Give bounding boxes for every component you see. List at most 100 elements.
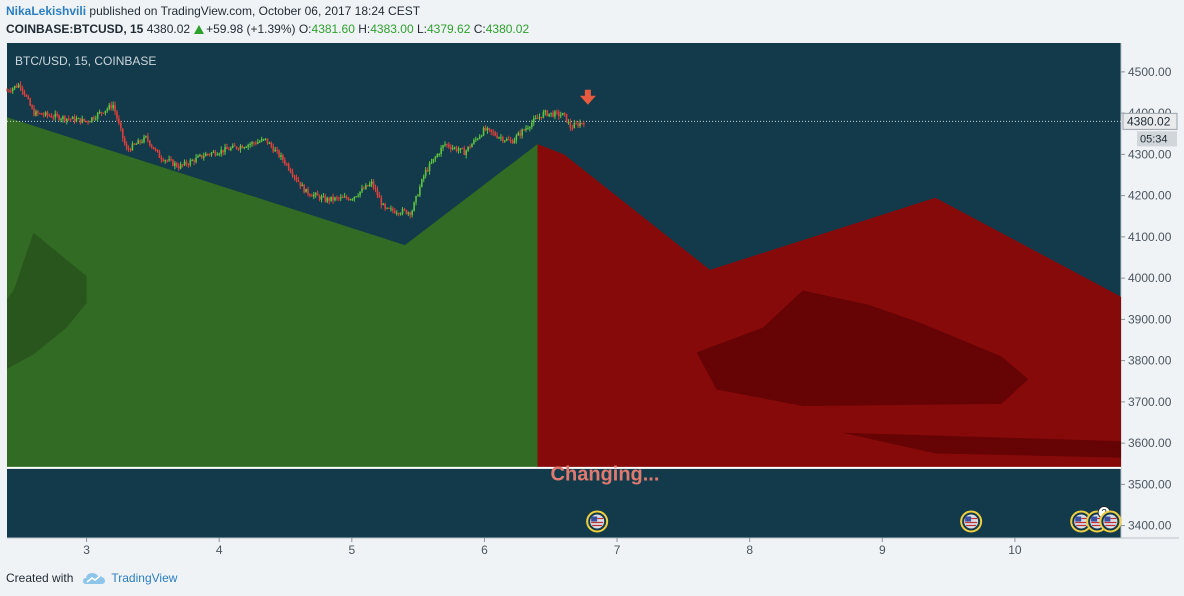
candle-body (583, 123, 585, 125)
candle-body (382, 203, 385, 205)
y-tick-label: 3700.00 (1128, 395, 1172, 409)
candle-body (459, 148, 462, 150)
candle-body (473, 140, 475, 144)
candle-body (226, 147, 228, 150)
flag-canton (1104, 516, 1111, 522)
candle-body (530, 122, 533, 128)
event-marker-icon[interactable] (960, 510, 983, 533)
candle-body (152, 146, 155, 150)
event-marker-icon[interactable] (1070, 510, 1093, 533)
candle-body (91, 117, 93, 122)
event-marker-icon[interactable] (586, 510, 609, 533)
event-marker-icon[interactable] (1099, 510, 1122, 533)
candle-body (174, 163, 176, 166)
candle-body (135, 143, 138, 145)
candle-body (361, 188, 363, 192)
candle-body (264, 138, 267, 140)
candle-body (147, 136, 149, 141)
x-tick-label: 6 (481, 543, 488, 557)
candle-body (260, 139, 263, 142)
candle-body (320, 196, 323, 200)
candle-body (475, 139, 477, 141)
author-name[interactable]: NikaLekishvili (6, 4, 87, 18)
candle-body (326, 197, 329, 202)
candle-body (112, 104, 114, 109)
candle-body (336, 197, 338, 199)
tradingview-link[interactable]: TradingView (111, 571, 178, 585)
candle-body (202, 156, 205, 158)
candle-body (108, 104, 111, 109)
candle-body (199, 154, 201, 156)
candle-body (11, 88, 14, 92)
publish-header: NikaLekishvili published on TradingView.… (6, 4, 420, 18)
candle-body (231, 145, 234, 148)
candle-body (556, 111, 558, 113)
candle-body (293, 175, 296, 178)
candle-body (455, 147, 458, 151)
price-chart[interactable]: BTC/USD, 15, COINBASEChanging...24500.00… (0, 40, 1184, 560)
candle-body (73, 116, 76, 122)
candle-body (509, 140, 512, 142)
candle-body (212, 151, 215, 153)
ticker-line: COINBASE:BTCUSD, 15 4380.02 +59.98 (+1.39… (6, 22, 529, 36)
x-tick-label: 7 (614, 543, 621, 557)
candle-body (19, 84, 22, 88)
candle-body (17, 84, 20, 88)
candle-body (291, 172, 294, 176)
candle-body (575, 123, 577, 125)
candle-body (224, 147, 226, 153)
candle-body (486, 128, 489, 131)
candle-body (359, 191, 361, 196)
candle-body (507, 139, 510, 141)
y-tick-label: 4500.00 (1128, 65, 1172, 79)
candle-body (384, 203, 386, 209)
candle-body (453, 147, 456, 149)
candle-body (25, 94, 28, 97)
candle-body (301, 184, 303, 187)
candle-body (461, 148, 464, 150)
candle-body (193, 160, 195, 162)
candle-body (150, 145, 153, 147)
candle-body (62, 116, 64, 120)
candle-body (411, 210, 413, 215)
candle-body (390, 208, 392, 210)
candle-body (316, 193, 319, 196)
candle-body (421, 179, 423, 187)
candle-body (33, 108, 35, 116)
candle-body (440, 147, 442, 155)
low-value: 4379.62 (427, 22, 471, 36)
candle-body (98, 112, 101, 114)
countdown-label: 05:34 (1140, 133, 1168, 145)
y-tick-label: 3500.00 (1128, 477, 1172, 491)
candle-body (538, 116, 541, 119)
candle-body (285, 163, 288, 165)
candle-body (563, 113, 566, 115)
countdown-badge (1137, 131, 1177, 147)
candle-body (116, 111, 118, 119)
candle-body (388, 207, 390, 209)
candle-body (15, 85, 18, 88)
candle-body (392, 208, 394, 211)
candle-body (35, 111, 37, 116)
candle-body (428, 163, 431, 172)
candle-body (448, 144, 450, 148)
published-info: published on TradingView.com, October 06… (89, 4, 421, 18)
candle-body (424, 170, 427, 176)
candle-body (476, 138, 479, 140)
candle-body (129, 149, 132, 151)
candle-body (214, 151, 217, 156)
ticker-symbol: COINBASE:BTCUSD, 15 (6, 22, 144, 36)
x-tick-label: 8 (746, 543, 753, 557)
candle-body (195, 157, 197, 162)
candle-body (295, 177, 298, 180)
candle-body (465, 150, 467, 156)
candle-body (170, 159, 172, 161)
candle-body (534, 117, 537, 119)
candle-body (181, 164, 184, 166)
candle-body (552, 112, 554, 117)
candle-body (44, 112, 47, 116)
x-tick-label: 4 (216, 543, 223, 557)
x-tick-label: 10 (1008, 543, 1022, 557)
candle-body (50, 115, 53, 118)
candle-body (345, 196, 348, 199)
